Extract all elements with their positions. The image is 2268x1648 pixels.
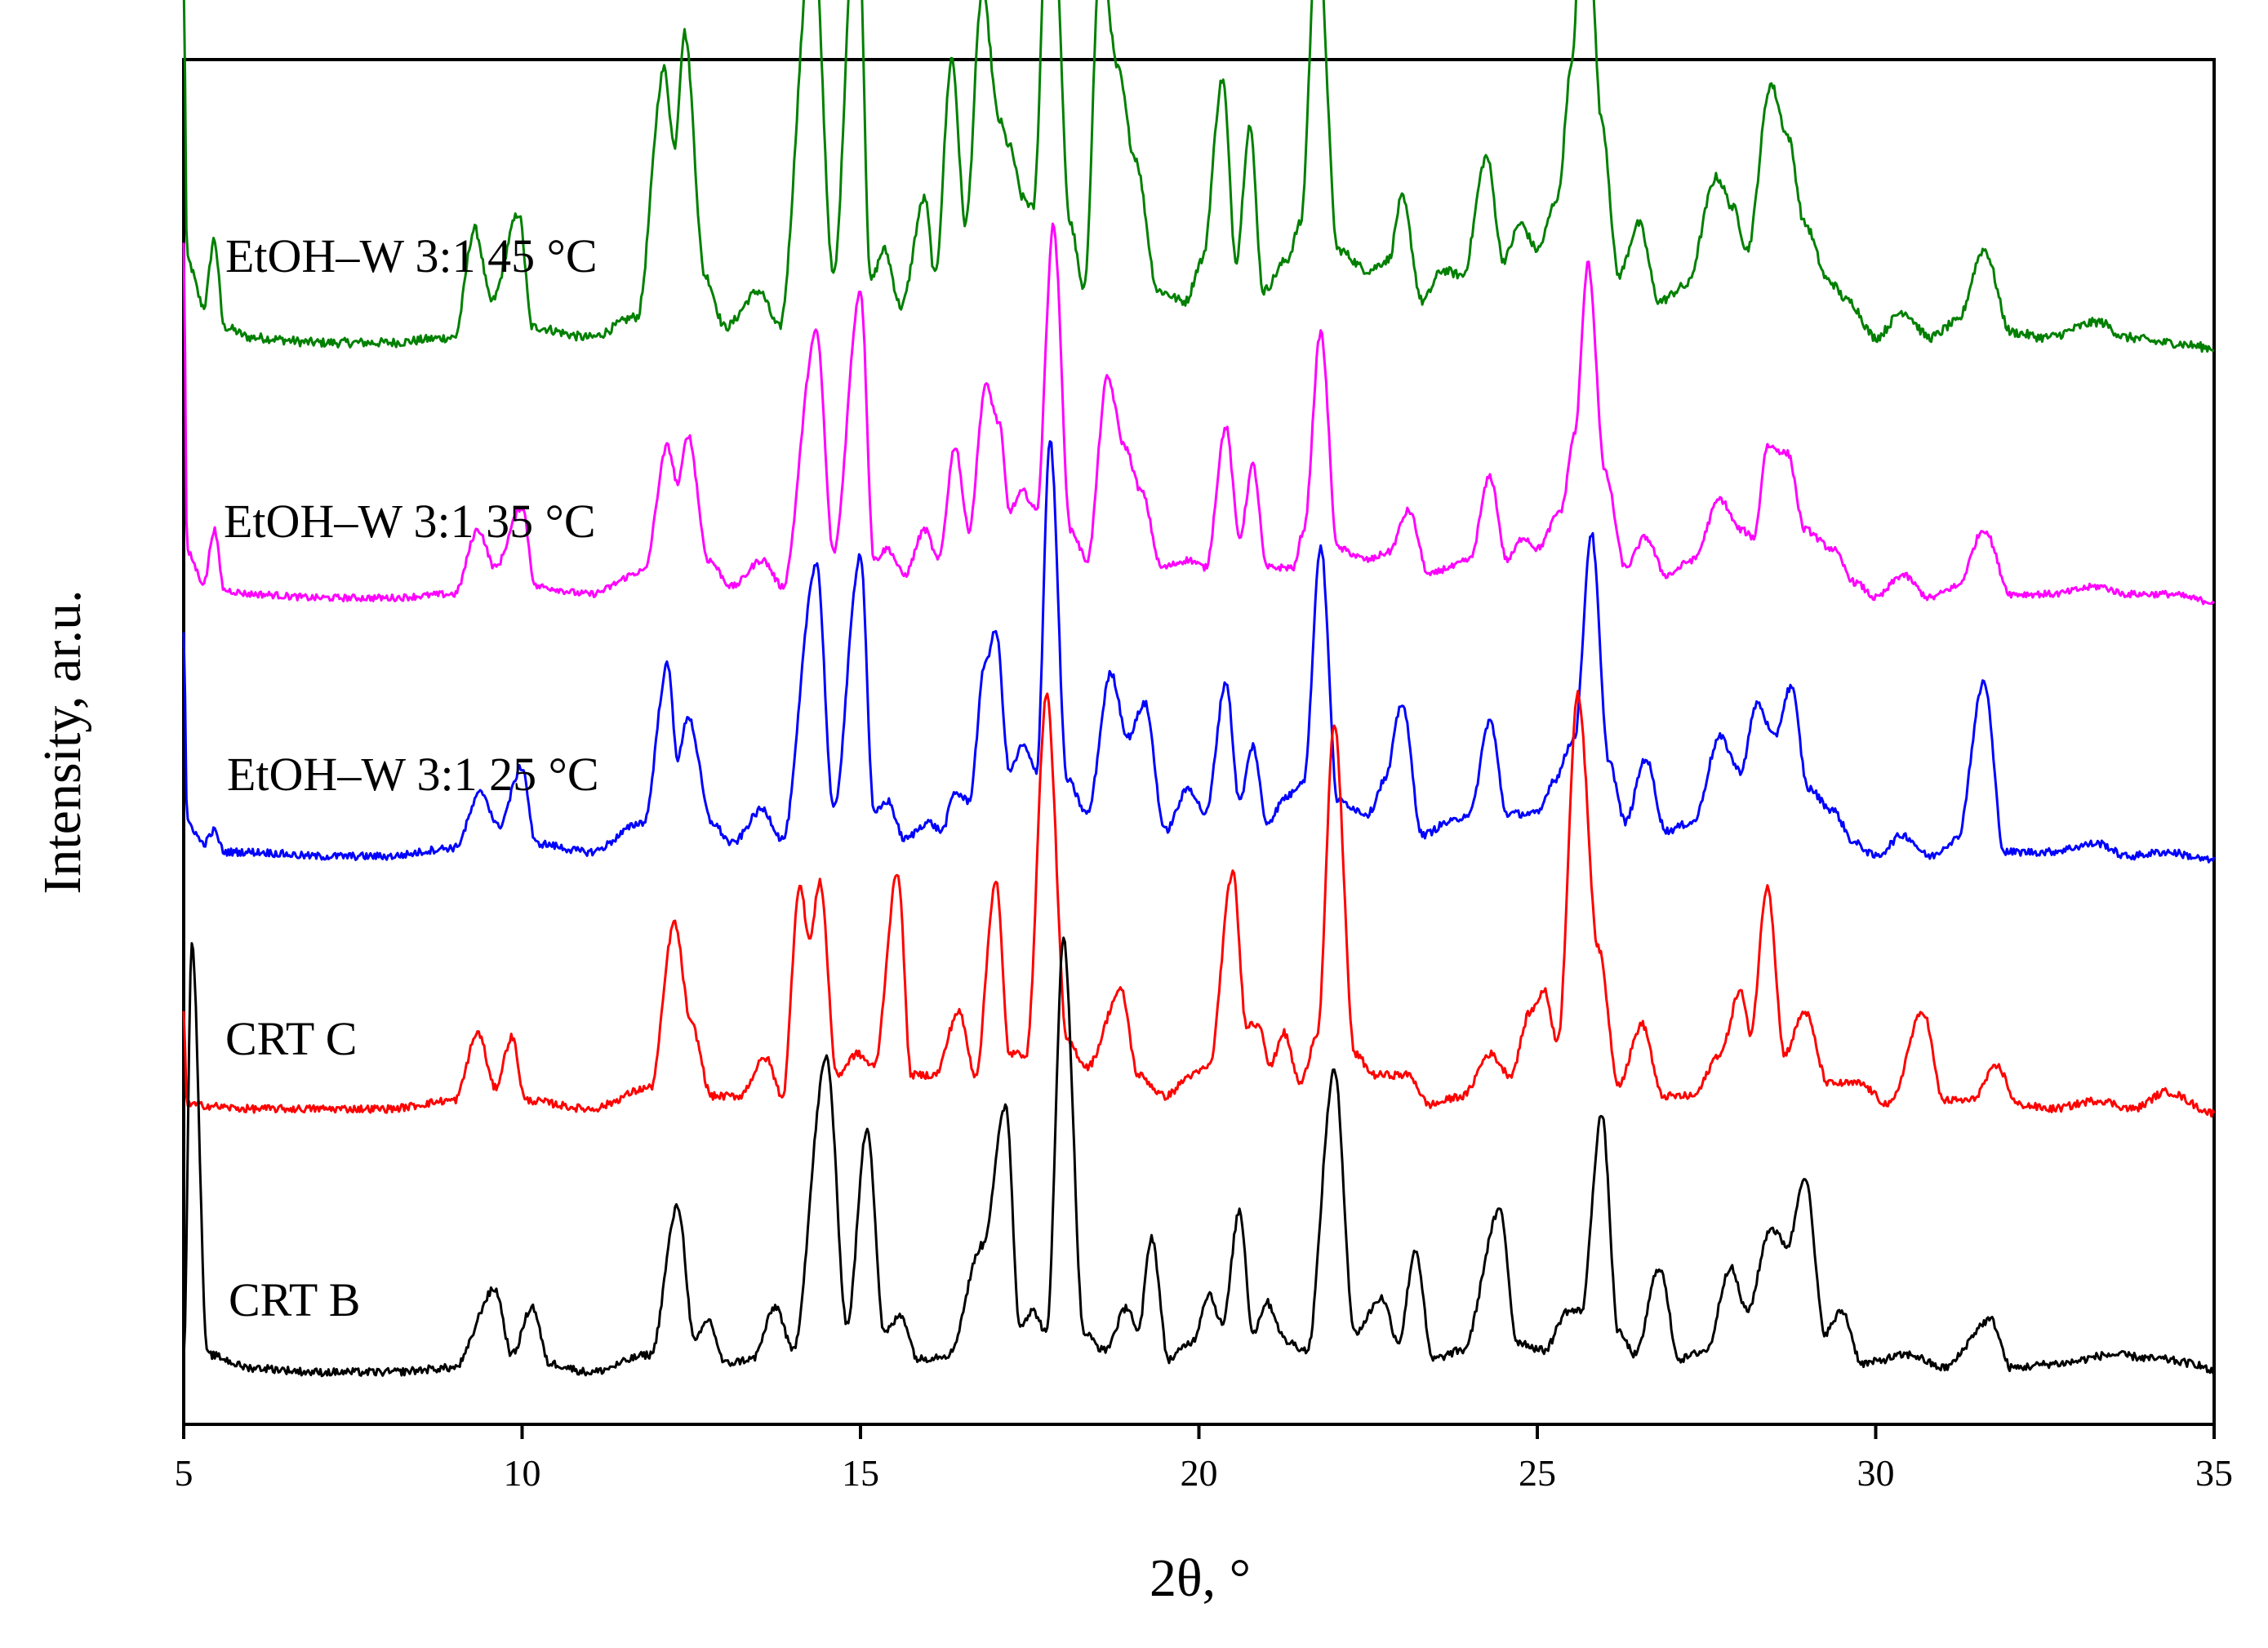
x-axis-ticks: 5 10 15 20 25 30 35 bbox=[175, 1424, 2233, 1494]
x-tick-label-6: 35 bbox=[2195, 1452, 2233, 1494]
x-tick-label-1: 10 bbox=[504, 1452, 541, 1494]
x-tick-label-2: 15 bbox=[842, 1452, 879, 1494]
x-tick-label-3: 20 bbox=[1181, 1452, 1218, 1494]
series-line-3 bbox=[182, 690, 2216, 1118]
series-line-4 bbox=[182, 936, 2216, 1378]
x-axis-label: 2θ, ° bbox=[1150, 1548, 1251, 1608]
y-axis-label: Intensity, ar.u. bbox=[33, 589, 92, 894]
series-group bbox=[182, 0, 2216, 1378]
series-line-2 bbox=[182, 440, 2216, 864]
series-label-group: EtOH–W 3:1 45 °C EtOH–W 3:1 35 °C EtOH–W 3… bbox=[224, 229, 599, 1326]
x-tick-label-0: 5 bbox=[175, 1452, 193, 1494]
series-line-1 bbox=[182, 222, 2216, 606]
x-tick-label-5: 30 bbox=[1857, 1452, 1895, 1494]
series-line-0 bbox=[182, 0, 2215, 353]
series-label-2: EtOH–W 3:1 25 °C bbox=[227, 748, 599, 801]
x-tick-label-4: 25 bbox=[1519, 1452, 1556, 1494]
series-label-0: EtOH–W 3:1 45 °C bbox=[225, 229, 598, 282]
series-label-4: CRT B bbox=[229, 1273, 360, 1326]
series-label-1: EtOH–W 3:1 35 °C bbox=[224, 495, 596, 548]
series-label-3: CRT C bbox=[225, 1012, 357, 1065]
